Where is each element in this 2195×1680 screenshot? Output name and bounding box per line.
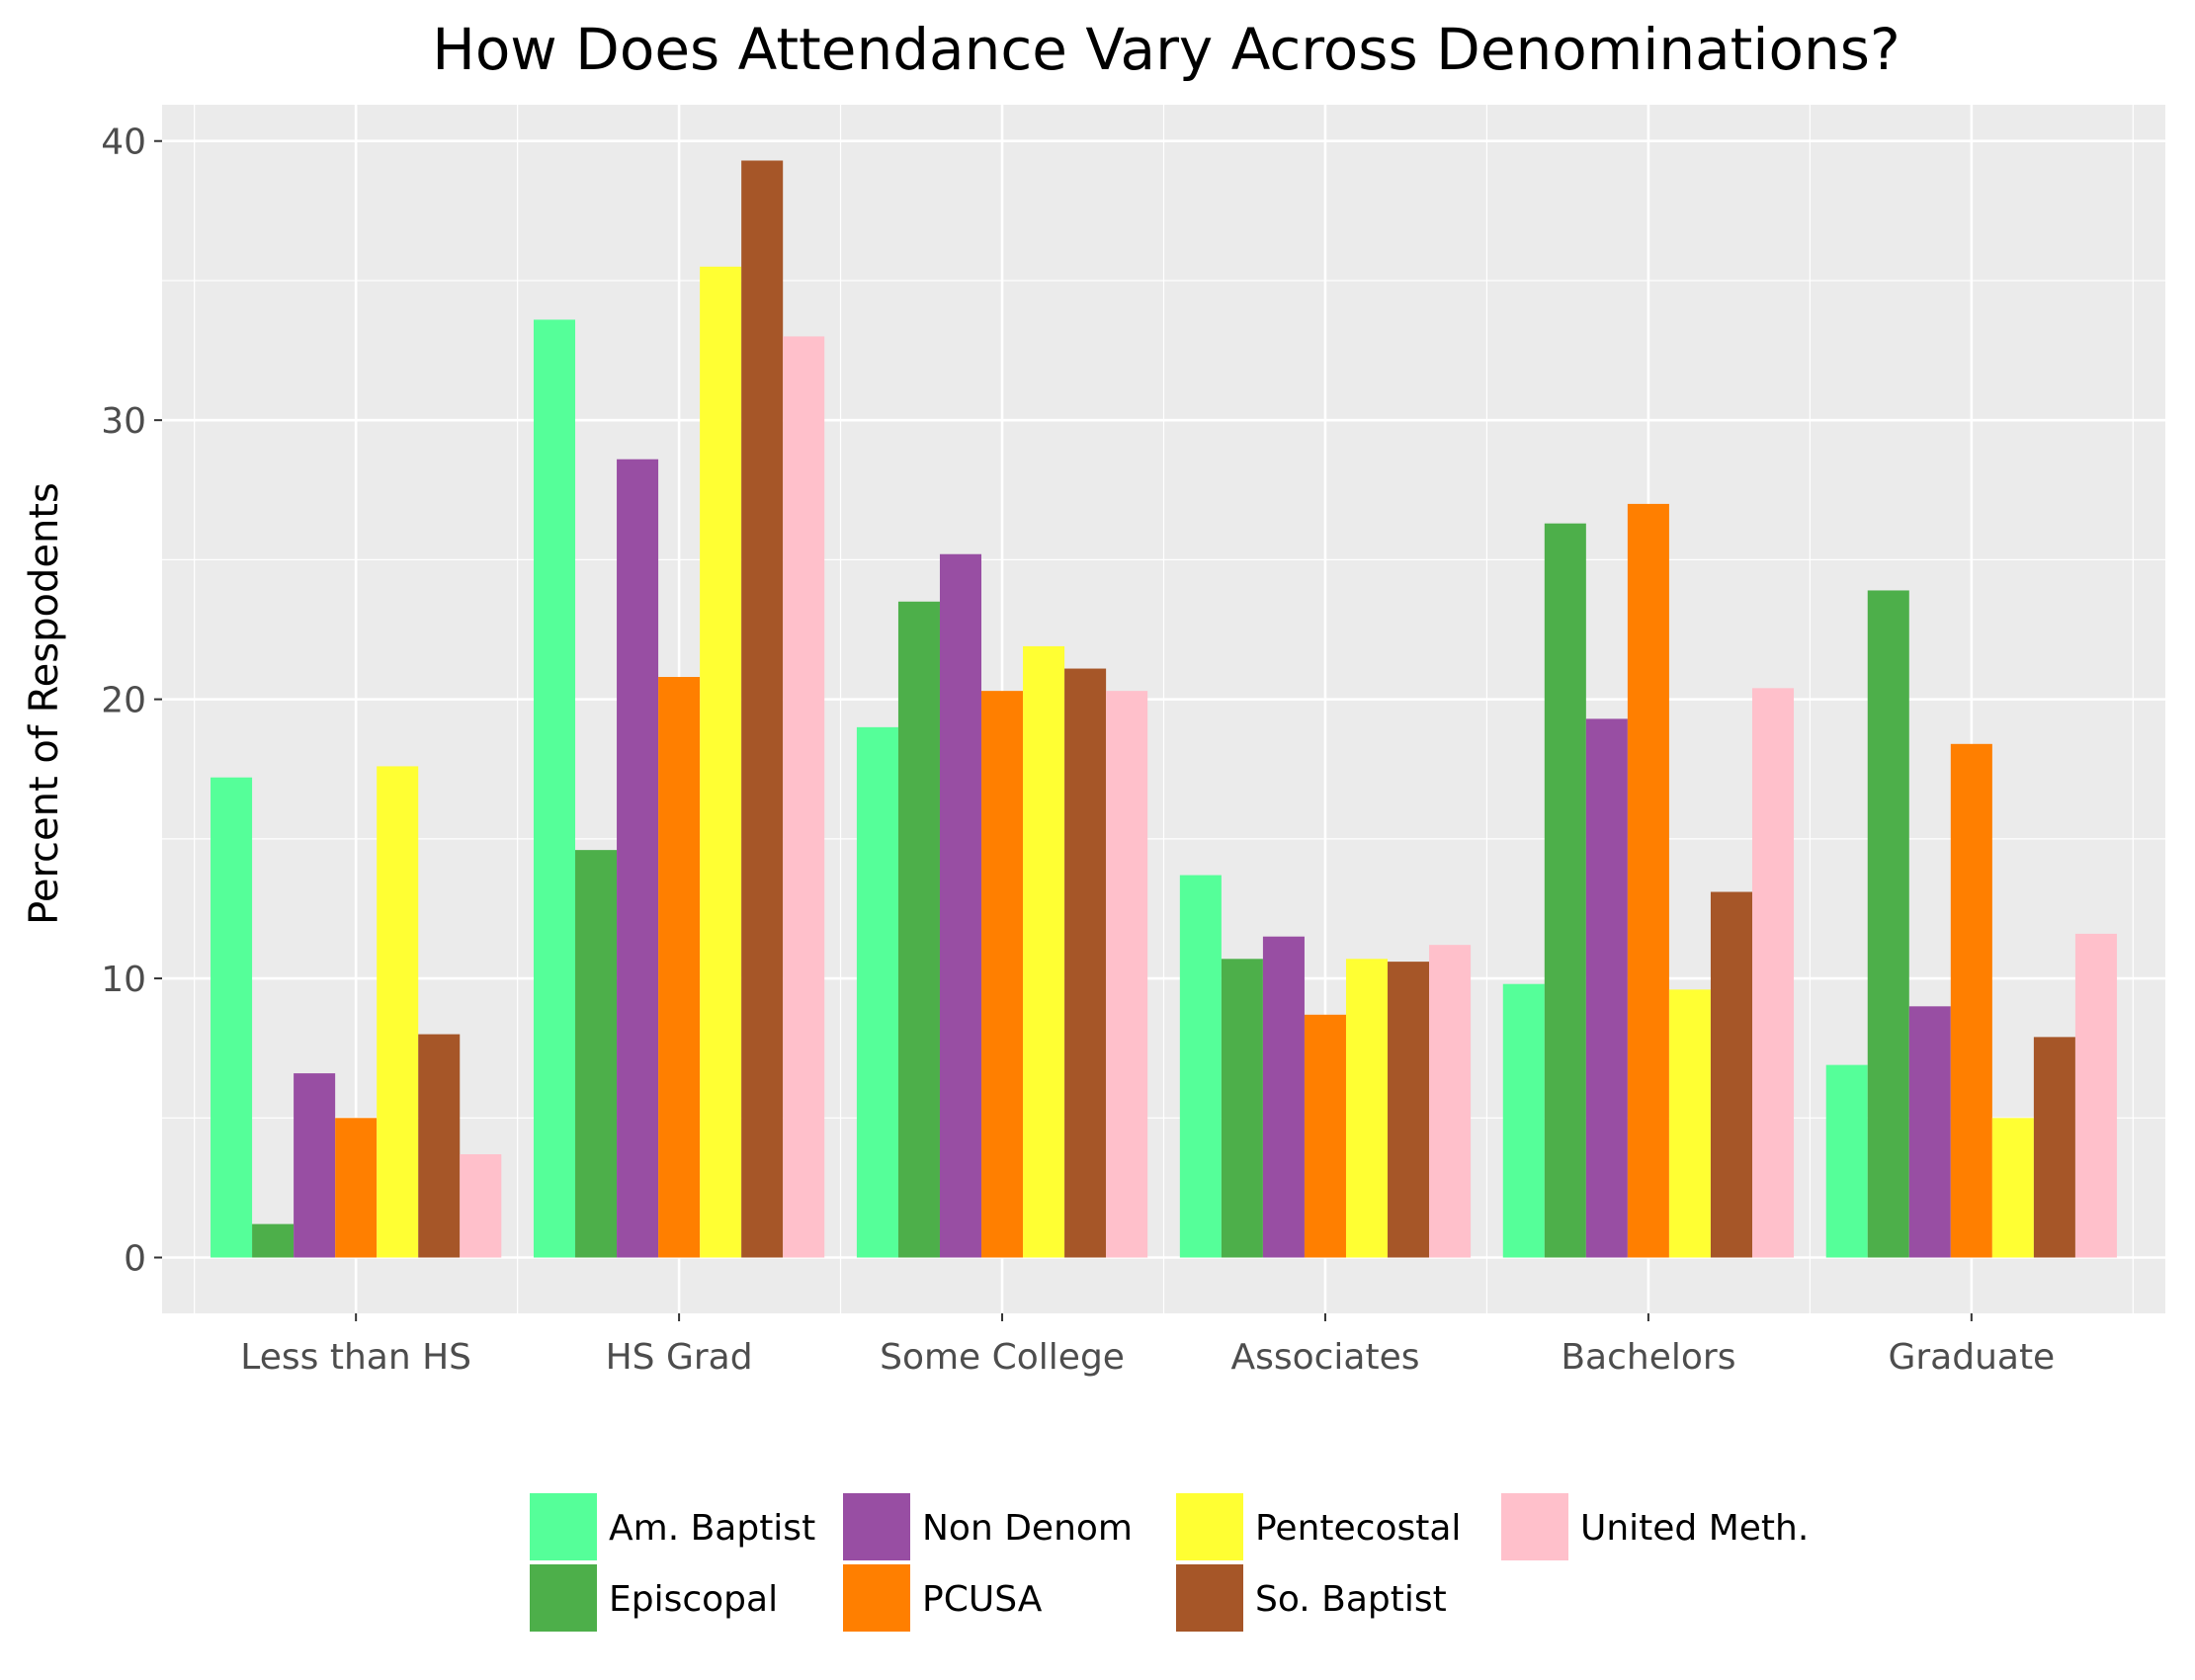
bar — [533, 319, 576, 1258]
bar — [1179, 875, 1222, 1258]
legend-key — [530, 1564, 597, 1632]
bar — [981, 691, 1024, 1258]
bar — [1585, 718, 1628, 1258]
bar — [1345, 959, 1389, 1258]
legend: Am. Baptist Episcopal Non Denom PCUSA Pentec… — [530, 1493, 1809, 1632]
bar — [575, 850, 618, 1258]
x-axis-ticks: Less than HS HS Grad Some College Associate… — [240, 1313, 2055, 1378]
x-tick-label: HS Grad — [606, 1337, 753, 1378]
x-tick-label: Less than HS — [240, 1337, 471, 1378]
bar — [1751, 688, 1795, 1258]
bar — [1304, 1014, 1346, 1258]
bar — [1502, 983, 1545, 1258]
bar — [335, 1118, 378, 1258]
y-tick-label: 40 — [101, 123, 146, 163]
bar — [658, 677, 701, 1258]
bar — [617, 459, 659, 1258]
legend-key — [1176, 1493, 1243, 1560]
bar — [1064, 668, 1107, 1258]
bar — [377, 766, 419, 1258]
y-tick-label: 30 — [101, 401, 146, 442]
x-tick-label: Bachelors — [1561, 1337, 1735, 1378]
bar — [1668, 989, 1711, 1258]
bar — [1950, 743, 1992, 1258]
bar — [741, 160, 784, 1258]
bar — [1710, 891, 1752, 1258]
bar — [1544, 523, 1586, 1258]
x-tick-label: Graduate — [1888, 1337, 2055, 1378]
legend-label: Pentecostal — [1255, 1508, 1461, 1549]
bar — [252, 1223, 295, 1258]
bar — [1388, 962, 1430, 1258]
y-tick-label: 0 — [124, 1239, 146, 1280]
bar — [700, 266, 742, 1258]
bar — [1429, 945, 1472, 1258]
bar — [1867, 590, 1909, 1258]
bar — [897, 601, 940, 1258]
legend-key — [843, 1564, 910, 1632]
legend-key — [1501, 1493, 1568, 1560]
bar — [939, 553, 982, 1258]
bar — [783, 336, 825, 1258]
bars — [211, 160, 2117, 1258]
bar — [294, 1073, 336, 1258]
legend-key — [1176, 1564, 1243, 1632]
bar — [1106, 691, 1148, 1258]
y-axis-title: Percent of Respodents — [22, 482, 67, 925]
y-tick-label: 20 — [101, 681, 146, 721]
legend-label: Am. Baptist — [609, 1508, 815, 1549]
x-tick-label: Some College — [880, 1337, 1125, 1378]
legend-key — [843, 1493, 910, 1560]
x-tick-label: Associates — [1230, 1337, 1419, 1378]
bar — [1262, 936, 1305, 1258]
bar — [1221, 959, 1263, 1258]
legend-label: PCUSA — [922, 1579, 1043, 1620]
bar — [1825, 1064, 1868, 1258]
chart-title: How Does Attendance Vary Across Denomina… — [432, 16, 1900, 83]
legend-label: Episcopal — [609, 1579, 778, 1620]
legend-key — [530, 1493, 597, 1560]
bar — [418, 1034, 461, 1258]
bar — [856, 726, 898, 1258]
y-tick-label: 10 — [101, 960, 146, 1000]
bar — [1023, 645, 1065, 1258]
bar — [1627, 503, 1669, 1258]
bar — [1991, 1118, 2034, 1258]
bar — [2074, 933, 2117, 1258]
bar — [211, 777, 253, 1258]
y-axis-ticks: 0 10 20 30 40 — [101, 123, 162, 1280]
legend-label: Non Denom — [922, 1508, 1133, 1549]
legend-label: So. Baptist — [1255, 1579, 1447, 1620]
bar — [1908, 1006, 1951, 1258]
bar — [2033, 1037, 2075, 1258]
bar — [460, 1154, 502, 1258]
legend-label: United Meth. — [1580, 1508, 1809, 1549]
